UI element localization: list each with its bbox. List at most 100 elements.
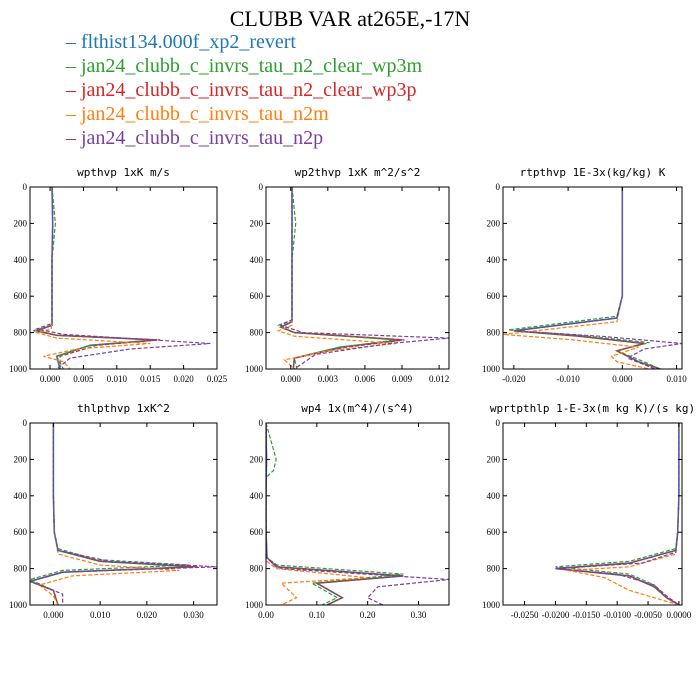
y-tick-label: 600 [14,527,28,537]
x-tick-label: 0.000 [43,610,64,620]
x-tick-label: 0.003 [318,374,339,384]
y-tick-label: 200 [14,454,28,464]
x-tick-label: -0.020 [502,374,526,384]
panel-title: rtpthvp 1E-3x(kg/kg) K [520,166,666,179]
series-line [567,423,680,605]
y-tick-label: 600 [487,291,501,301]
y-tick-label: 200 [487,454,501,464]
x-tick-label: 0.025 [207,374,228,384]
x-tick-label: 0.10 [309,610,325,620]
series-line [266,423,449,605]
panel-title: wprtpthlp 1-E-3x(m kg K)/(s kg) [490,402,695,415]
series-line [513,187,682,369]
legend-label: jan24_clubb_c_invrs_tau_n2_clear_wp3m [81,55,423,77]
x-tick-label: 0.20 [360,610,376,620]
series-line [555,423,680,605]
page-title: CLUBB VAR at265E,-17N [229,6,471,31]
x-tick-label: 0.000 [40,374,61,384]
x-tick-label: 0.010 [107,374,128,384]
x-tick-label: 0.00 [258,610,274,620]
y-tick-label: 800 [14,328,28,338]
y-tick-label: 0 [496,418,501,428]
series-line [279,187,405,369]
plot-frame [265,186,450,370]
chart-panel: wp2thvp 1xK m^2/s^2 0 200 400 600 800 1000 0.00… [245,166,450,384]
y-tick-label: 400 [14,255,28,265]
legend-dash: – [66,55,81,77]
y-tick-label: 0 [259,182,264,192]
legend-label: jan24_clubb_c_invrs_tau_n2p [81,127,324,149]
y-tick-label: 800 [14,564,28,574]
legend-dash: – [66,79,81,101]
legend-dash: – [66,31,81,53]
y-tick-label: 1000 [9,364,28,374]
y-tick-label: 200 [487,218,501,228]
series-line [34,187,161,369]
x-tick-label: 0.020 [173,374,194,384]
legend-dash: – [66,127,81,149]
y-tick-label: 800 [250,564,264,574]
x-tick-label: 0.000 [281,374,302,384]
y-tick-label: 0 [23,418,28,428]
series-line [266,423,368,605]
y-tick-label: 200 [250,454,264,464]
plot-frame [265,422,450,606]
y-tick-label: 1000 [482,600,501,610]
x-tick-label: 0.000 [612,374,633,384]
panel-title: wp2thvp 1xK m^2/s^2 [295,166,421,179]
chart-panel: wpthvp 1xK m/s 0 200 400 600 800 1000 0.000 0.00… [9,166,228,384]
series-line [555,423,680,605]
x-tick-label: -0.0100 [603,610,631,620]
x-tick-label: 0.006 [355,374,376,384]
series-line [38,423,180,605]
legend-label: flthist134.000f_xp2_revert [81,31,296,53]
legend-dash: – [66,103,81,125]
x-tick-label: 0.009 [392,374,413,384]
plot-frame [502,186,683,370]
x-tick-label: 0.015 [140,374,161,384]
x-tick-label: 0.030 [184,610,205,620]
y-tick-label: 400 [487,255,501,265]
y-tick-label: 0 [496,182,501,192]
y-tick-label: 800 [487,328,501,338]
plot-frame [29,186,218,370]
series-line [276,187,396,369]
y-tick-label: 1000 [245,600,264,610]
panel-title: wpthvp 1xK m/s [77,166,170,179]
series-line [34,187,211,369]
y-tick-label: 1000 [245,364,264,374]
chart-panel: thlpthvp 1xK^2 0 200 400 600 800 1000 0.000 0.01… [9,402,218,620]
y-tick-label: 600 [250,527,264,537]
series-line [30,423,217,605]
x-tick-label: 0.30 [411,610,427,620]
y-tick-label: 400 [487,491,501,501]
x-tick-label: 0.010 [666,374,687,384]
x-tick-label: 0.005 [73,374,94,384]
y-tick-label: 0 [23,182,28,192]
legend-item: – jan24_clubb_c_invrs_tau_n2_clear_wp3m [66,54,422,78]
legend-item: – jan24_clubb_c_invrs_tau_n2p [66,126,422,150]
series-line [266,423,404,605]
y-tick-label: 400 [250,491,264,501]
legend-item: – jan24_clubb_c_invrs_tau_n2m [66,102,422,126]
y-tick-label: 1000 [482,364,501,374]
legend-item: – flthist134.000f_xp2_revert [66,30,422,54]
y-tick-label: 1000 [9,600,28,610]
x-tick-label: -0.0200 [542,610,570,620]
chart-panel: rtpthvp 1E-3x(kg/kg) K 0 200 400 600 800 1000-… [482,166,687,384]
y-tick-label: 0 [259,418,264,428]
x-tick-label: 0.0000 [667,610,692,620]
y-tick-label: 600 [250,291,264,301]
plot-frame [29,422,218,606]
panel-title: thlpthvp 1xK^2 [77,402,170,415]
x-tick-label: 0.012 [429,374,449,384]
y-tick-label: 400 [14,491,28,501]
series-line [555,423,680,605]
chart-panel: wprtpthlp 1-E-3x(m kg K)/(s kg) 0 200 400 60… [482,402,695,620]
y-tick-label: 200 [14,218,28,228]
y-tick-label: 800 [250,328,264,338]
legend-label: jan24_clubb_c_invrs_tau_n2m [81,103,329,125]
y-tick-label: 400 [250,255,264,265]
y-tick-label: 600 [487,527,501,537]
